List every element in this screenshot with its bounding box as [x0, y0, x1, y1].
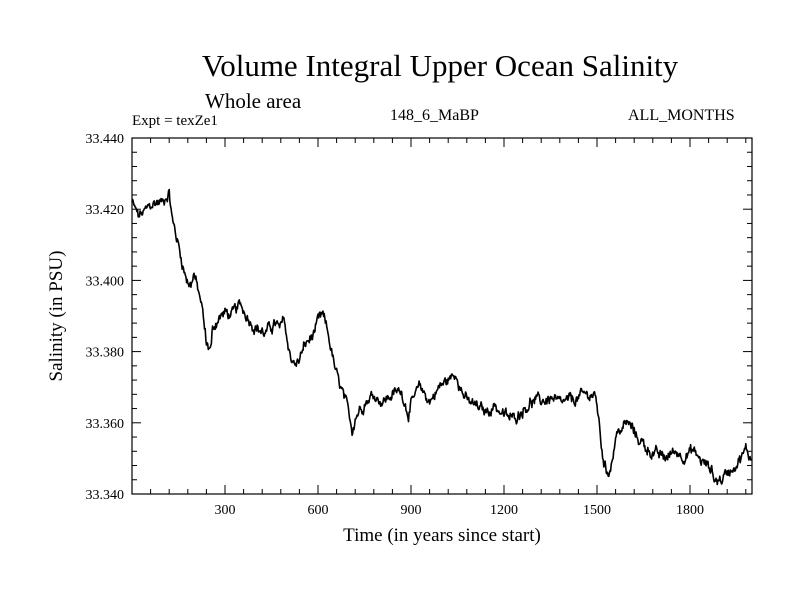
- experiment-label: Expt = texZe1: [132, 113, 218, 129]
- y-tick-label: 33.380: [86, 346, 125, 361]
- tick-labels: 300 600 900 1200 1500 1800 33.340 33.360 33.380 3…: [86, 132, 705, 518]
- plot-frame: [131, 137, 753, 495]
- y-tick-label: 33.440: [86, 132, 125, 147]
- x-tick-label: 600: [308, 503, 329, 518]
- x-tick-label: 900: [401, 503, 422, 518]
- x-axis-label: Time (in years since start): [343, 525, 541, 546]
- x-tick-label: 300: [215, 503, 236, 518]
- chart-subtitle: Whole area: [205, 89, 302, 113]
- x-tick-label: 1200: [490, 503, 518, 518]
- y-tick-label: 33.360: [86, 417, 125, 432]
- y-tick-label: 33.400: [86, 274, 125, 289]
- months-label: ALL_MONTHS: [628, 107, 735, 124]
- salinity-series-line: [131, 188, 753, 486]
- chart-title: Volume Integral Upper Ocean Salinity: [201, 48, 679, 83]
- run-label: 148_6_MaBP: [390, 107, 479, 124]
- y-axis-label: Salinity (in PSU): [46, 251, 67, 382]
- y-tick-label: 33.340: [86, 488, 125, 503]
- x-tick-label: 1500: [583, 503, 611, 518]
- x-tick-label: 1800: [676, 503, 704, 518]
- y-tick-label: 33.420: [86, 203, 125, 218]
- axis-ticks: [132, 138, 752, 494]
